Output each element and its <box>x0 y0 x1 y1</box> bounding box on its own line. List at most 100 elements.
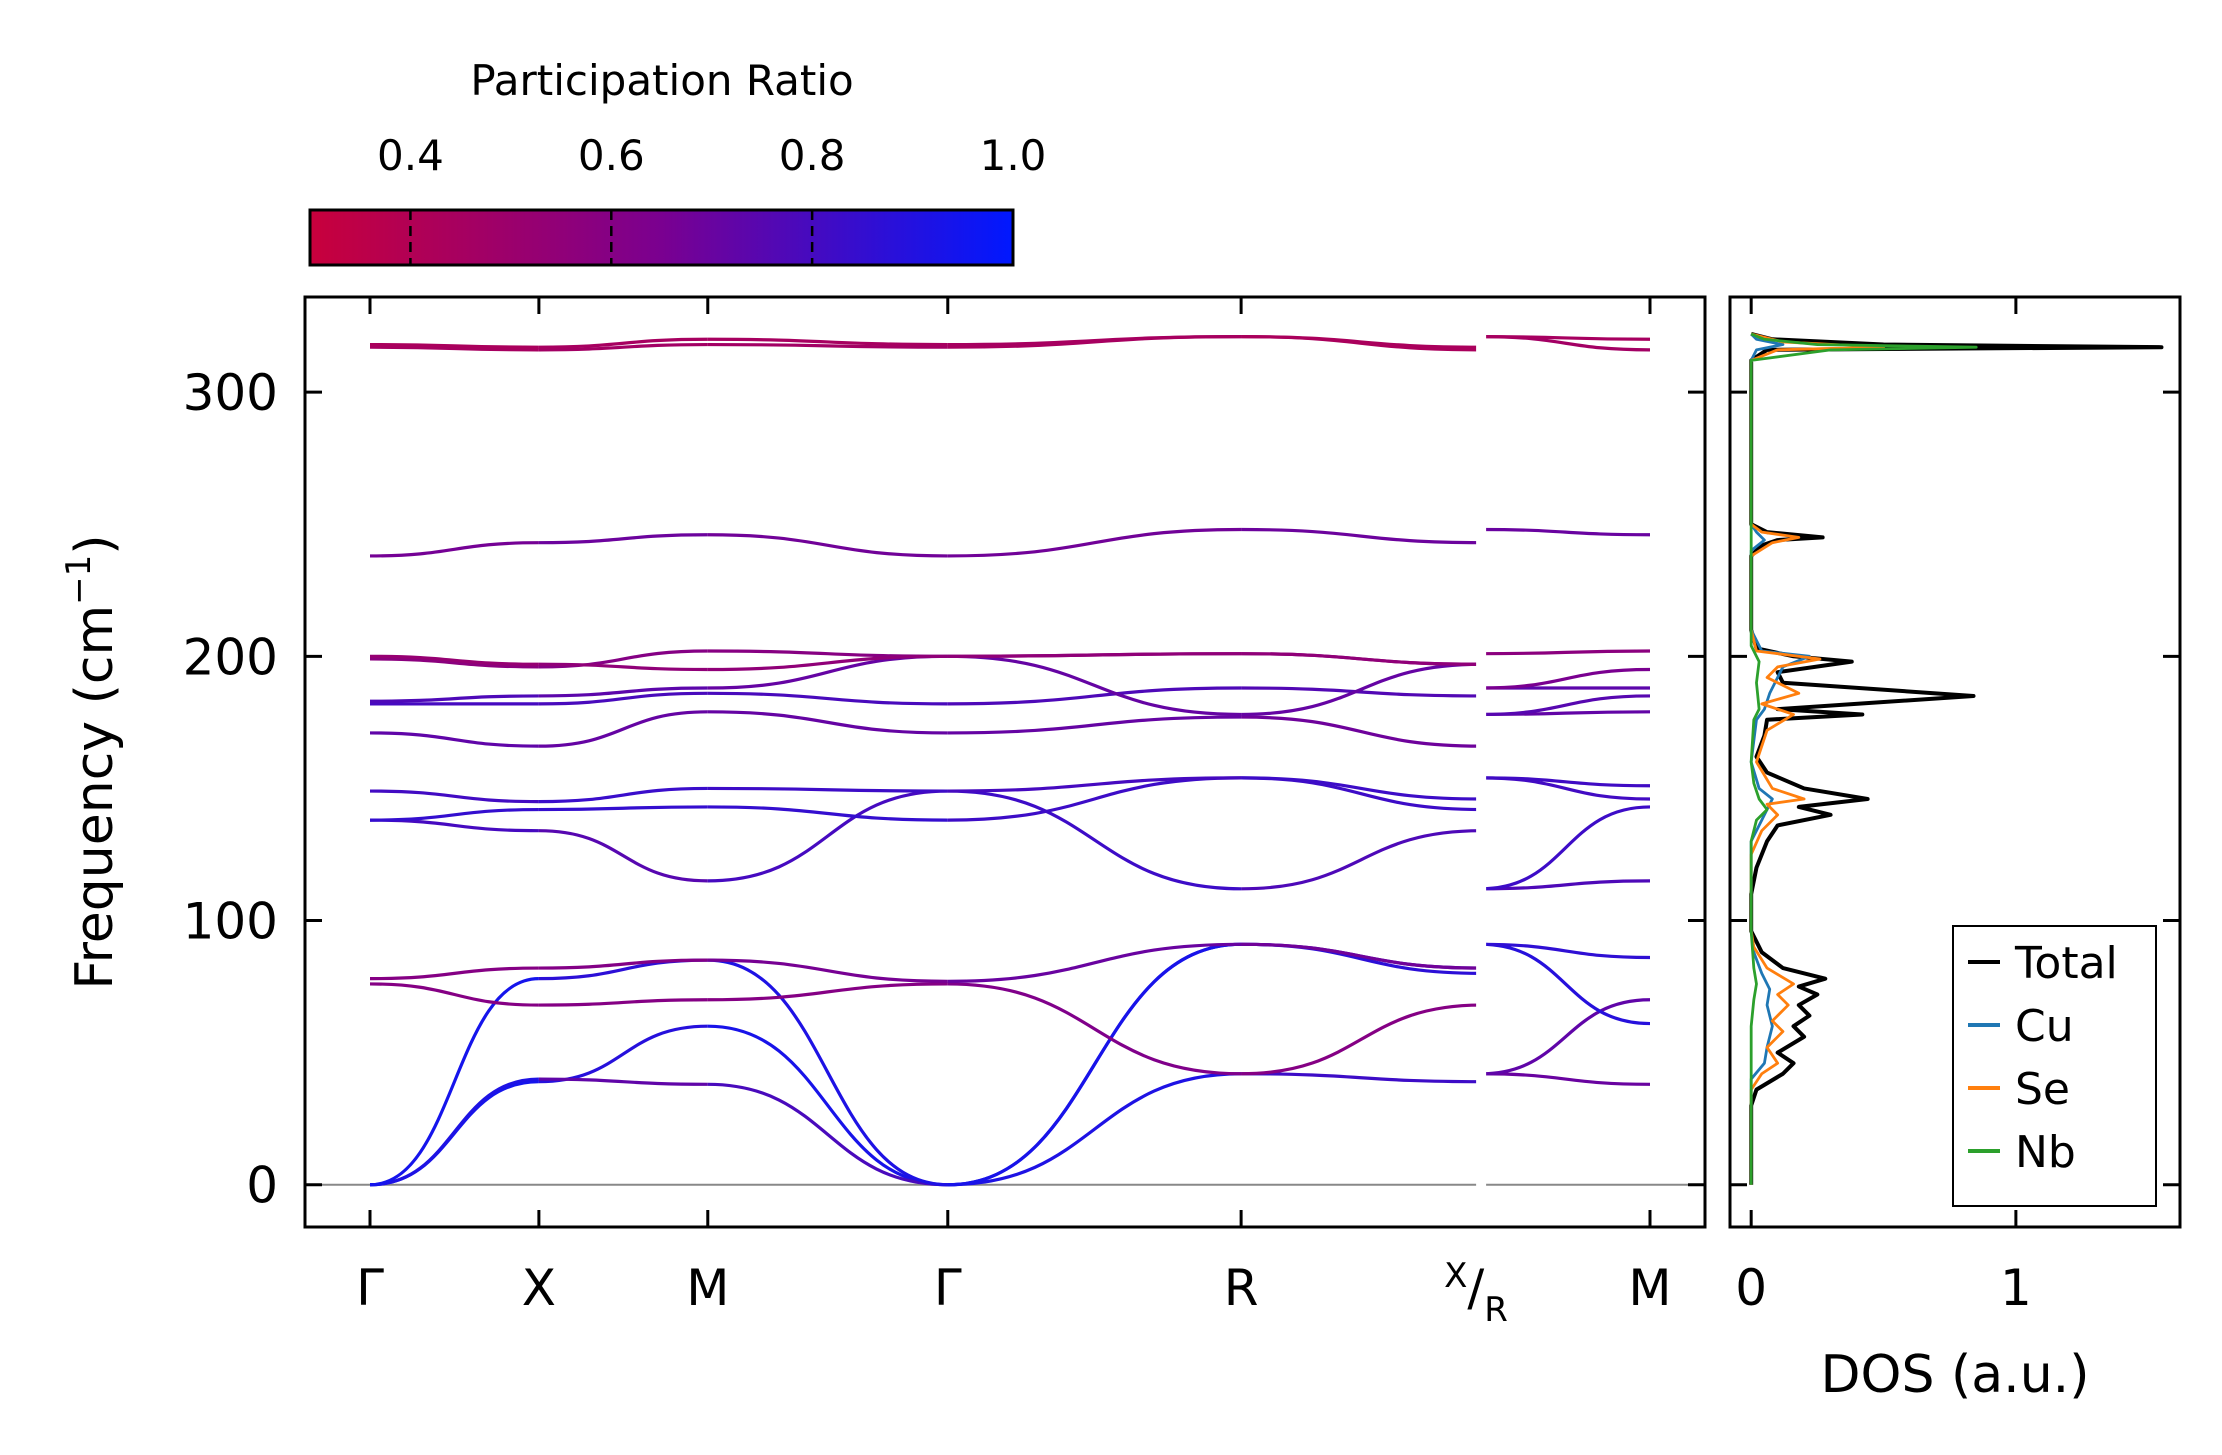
band-segment <box>947 776 1242 793</box>
band-segment <box>947 1072 1242 1187</box>
dispersion-axes: 0 100 200 300 Γ X M Γ R M <box>183 297 1705 1317</box>
band-segment <box>707 342 948 349</box>
band-segment <box>707 1082 948 1187</box>
band-segment <box>947 982 1242 1076</box>
colorbar-tick-label: 0.8 <box>779 131 846 180</box>
band-segment <box>1241 1003 1482 1076</box>
band-segment <box>538 786 708 804</box>
band-segment <box>947 527 1242 558</box>
path-label: M <box>686 1259 729 1317</box>
frequency-axis-title: Frequency (cm−1) <box>59 534 125 989</box>
band-segment <box>707 1024 948 1187</box>
band-segment <box>1241 527 1482 545</box>
y-tick-label: 200 <box>183 628 278 686</box>
band-segment <box>707 337 948 347</box>
band-segment <box>538 533 708 545</box>
band-segment <box>1241 776 1482 812</box>
band-segment <box>538 1024 708 1084</box>
colorbar-ticks: 0.4 0.6 0.8 1.0 <box>377 131 1046 265</box>
path-label: M <box>1628 1259 1671 1317</box>
band-segment <box>947 942 1242 1187</box>
band-segment <box>369 657 539 669</box>
band-segment <box>947 789 1242 891</box>
band-segment <box>947 654 1242 717</box>
band-lines <box>369 335 1651 1187</box>
band-segment <box>1481 527 1651 537</box>
dos-x-tick-label: 0 <box>1735 1259 1767 1317</box>
dispersion-frame <box>303 295 1707 1229</box>
path-label: Γ <box>356 1259 384 1317</box>
colorbar-tick-label: 0.4 <box>377 131 444 180</box>
dos-x-tick-label: 1 <box>2000 1259 2032 1317</box>
legend-box <box>1952 925 2157 1207</box>
band-segment <box>947 652 1242 658</box>
y-tick-label: 300 <box>183 364 278 422</box>
band-segment <box>369 342 539 349</box>
band-segment <box>369 818 539 833</box>
band-segment <box>538 337 708 349</box>
band-segment <box>1241 686 1482 698</box>
band-segment <box>1481 942 1651 960</box>
y-tick-label: 0 <box>246 1157 278 1215</box>
colorbar: Participation Ratio 0.4 0.6 0.8 1.0 <box>308 56 1046 267</box>
path-label: X <box>522 1259 556 1317</box>
colorbar-tick-label: 0.6 <box>578 131 645 180</box>
dos-frame <box>1728 295 2182 1229</box>
band-segment <box>369 731 539 748</box>
dos-line-nb <box>1749 332 1978 1185</box>
band-segment <box>1481 335 1651 341</box>
band-segment <box>538 649 708 669</box>
legend-items: Total Cu Se Nb <box>1968 938 2118 1178</box>
band-segment <box>707 710 948 735</box>
band-segment <box>707 533 948 558</box>
legend-label-total: Total <box>2014 938 2118 989</box>
band-segment <box>538 1077 708 1086</box>
dos-lines <box>1749 332 2164 1185</box>
band-segment <box>538 686 708 698</box>
legend-label-se: Se <box>2015 1064 2070 1115</box>
band-segment <box>538 829 708 883</box>
band-segment <box>1241 829 1482 891</box>
band-segment <box>1481 776 1651 788</box>
dos-line-se <box>1749 332 1885 1185</box>
band-segment <box>1241 335 1482 349</box>
band-segment <box>1241 662 1482 717</box>
band-segment <box>947 686 1242 706</box>
band-segment <box>369 966 539 981</box>
path-label-x-over-r: X/R <box>1444 1256 1508 1330</box>
band-segment <box>538 710 708 748</box>
band-segment <box>947 715 1242 735</box>
band-segment <box>369 654 539 666</box>
path-label: R <box>1224 1259 1259 1317</box>
band-segment <box>369 541 539 558</box>
band-segment <box>369 789 539 804</box>
band-segment <box>369 977 539 1187</box>
band-segment <box>538 342 708 352</box>
legend: Total Cu Se Nb <box>1952 925 2157 1207</box>
legend-label-cu: Cu <box>2015 1001 2074 1052</box>
band-segment <box>1481 1072 1651 1086</box>
colorbar-gradient <box>308 208 1015 267</box>
band-segment <box>707 982 948 1002</box>
y-tick-label: 100 <box>183 893 278 951</box>
path-label: Γ <box>934 1259 962 1317</box>
band-segment <box>707 691 948 706</box>
band-segment <box>1241 942 1482 975</box>
band-segment <box>707 789 948 883</box>
band-segment <box>538 998 708 1007</box>
dispersion-panel: 0 100 200 300 Γ X M Γ R M Frequency (cm−1) X/R <box>59 295 1707 1330</box>
band-segment <box>947 335 1242 347</box>
band-segment <box>538 662 708 672</box>
band-segment <box>369 1077 539 1187</box>
band-segment <box>1241 652 1482 666</box>
colorbar-tick-label: 1.0 <box>980 131 1047 180</box>
band-segment <box>1481 942 1651 1026</box>
band-segment <box>1481 667 1651 690</box>
band-segment <box>1481 805 1651 891</box>
band-segment <box>707 654 948 690</box>
band-segment <box>1241 776 1482 801</box>
band-segment <box>369 694 539 703</box>
